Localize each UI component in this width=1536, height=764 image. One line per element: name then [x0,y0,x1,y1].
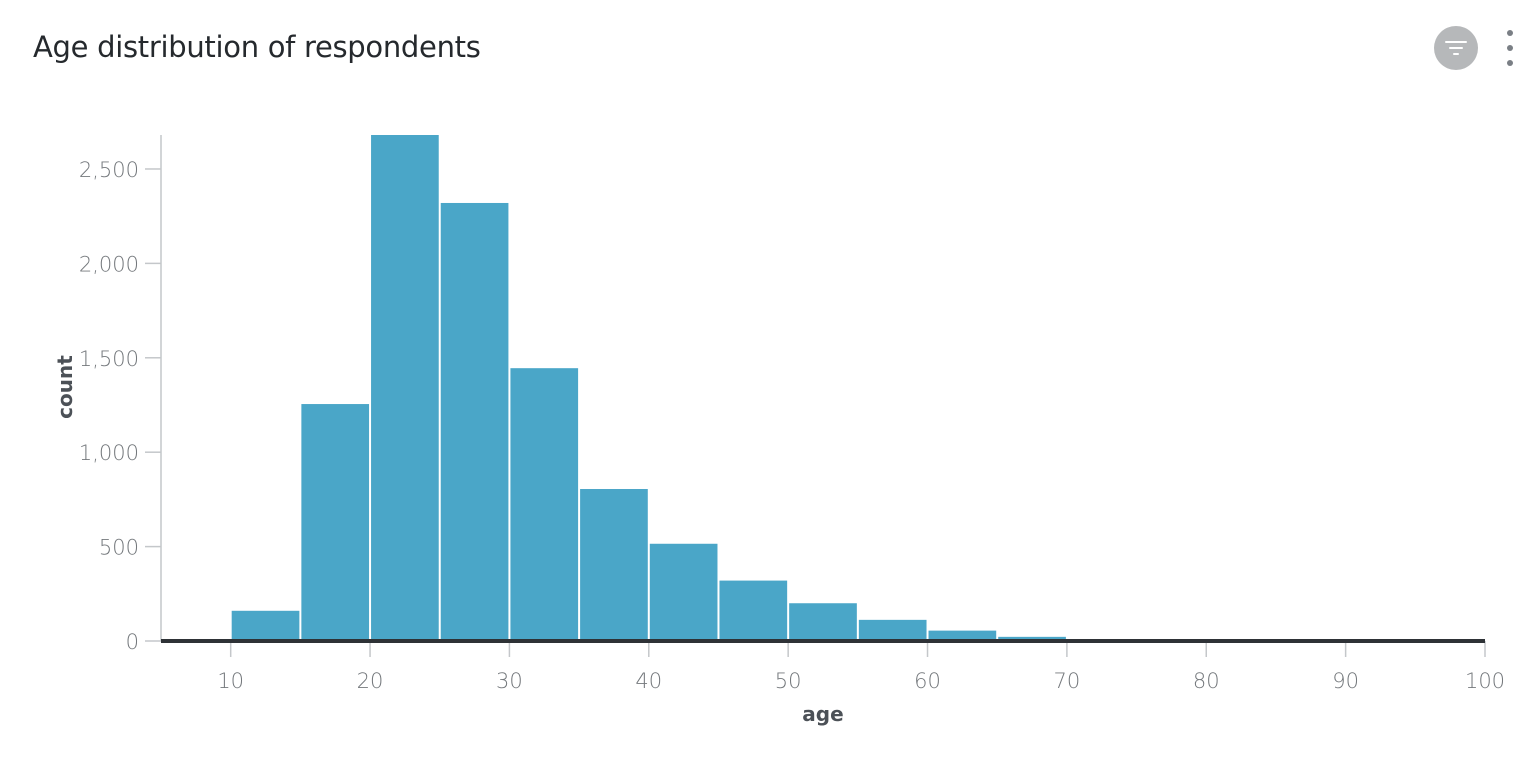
x-tick-label: 80 [1193,669,1220,693]
filter-icon [1445,41,1467,55]
bars-group [231,135,1484,641]
histogram-bar-35-40[interactable] [580,489,648,641]
histogram-bar-15-20[interactable] [301,404,370,641]
y-axis-title: count [53,355,77,419]
histogram-bar-50-55[interactable] [789,603,857,641]
y-tick-label: 1,000 [79,441,139,465]
histogram-bar-55-60[interactable] [858,619,927,641]
histogram-bar-60-65[interactable] [928,630,997,641]
x-tick-label: 60 [914,669,941,693]
histogram-bar-25-30[interactable] [440,202,509,641]
histogram-bar-20-25[interactable] [371,135,439,641]
histogram-bar-40-45[interactable] [649,543,718,641]
histogram-bar-65-70[interactable] [998,636,1066,641]
x-tick-label: 70 [1054,669,1081,693]
x-tick-label: 50 [775,669,802,693]
x-tick-label: 100 [1465,669,1505,693]
filter-button[interactable] [1434,26,1478,70]
more-options-button[interactable] [1500,30,1520,66]
histogram-bar-30-35[interactable] [510,368,579,641]
x-tick-label: 20 [357,669,384,693]
y-tick-label: 2,500 [79,158,139,182]
y-tick-label: 2,000 [79,252,139,276]
x-tick-label: 90 [1332,669,1359,693]
chart-title: Age distribution of respondents [33,30,481,64]
y-axis-ticks: 0 500 1,000 1,500 2,000 2,500 [79,158,161,654]
histogram-bar-45-50[interactable] [719,580,788,641]
x-tick-label: 10 [217,669,244,693]
y-tick-label: 500 [99,536,139,560]
more-vertical-icon [1507,30,1513,36]
histogram-bar-10-15[interactable] [231,610,300,641]
x-tick-label: 30 [496,669,523,693]
y-tick-label: 1,500 [79,347,139,371]
y-tick-label: 0 [126,630,139,654]
x-axis-ticks: 10 20 30 40 50 60 70 80 90 100 [217,641,1505,693]
x-tick-label: 40 [635,669,662,693]
x-axis-title: age [802,702,843,726]
